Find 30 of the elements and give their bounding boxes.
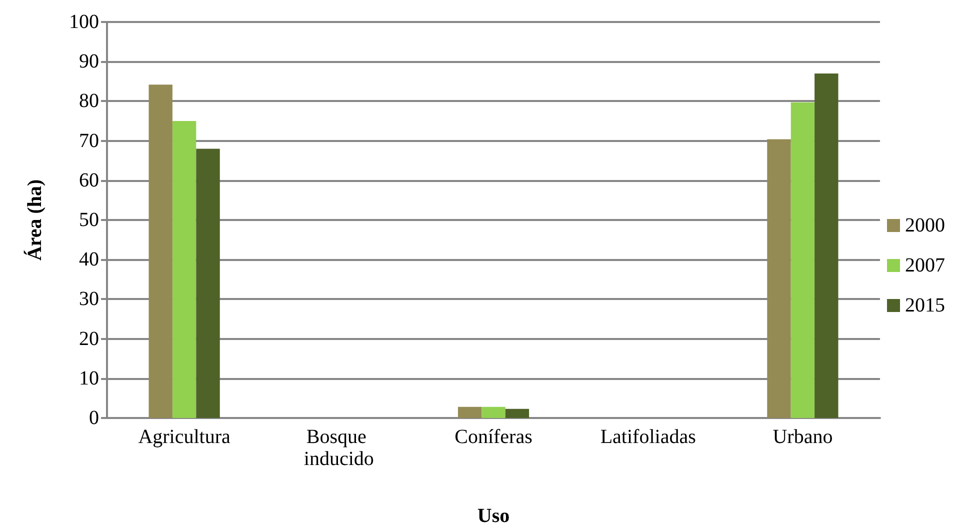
bar xyxy=(458,406,482,418)
x-tick-label: Coníferas xyxy=(454,426,533,448)
x-axis-title: Uso xyxy=(477,505,510,527)
legend-label: 2000 xyxy=(905,214,945,236)
y-tick-label: 100 xyxy=(69,11,99,33)
bar xyxy=(172,121,196,418)
y-tick-label: 50 xyxy=(79,209,99,231)
x-tick-label: Agricultura xyxy=(138,426,231,448)
y-tick-label: 60 xyxy=(79,169,99,192)
y-tick-label: 20 xyxy=(79,328,99,350)
legend-label: 2007 xyxy=(905,254,945,276)
y-tick-label: 0 xyxy=(89,407,99,429)
legend-label: 2015 xyxy=(905,294,945,316)
y-axis-title: Área (ha) xyxy=(23,179,46,261)
x-tick-label: Urbano xyxy=(772,426,833,448)
bar xyxy=(767,139,791,418)
y-tick-label: 30 xyxy=(79,288,99,310)
bar xyxy=(790,102,815,418)
y-tick-label: 40 xyxy=(79,248,99,271)
bar xyxy=(196,148,220,418)
bar xyxy=(482,406,506,418)
y-tick-label: 80 xyxy=(79,90,99,112)
y-tick-label: 90 xyxy=(79,50,99,73)
y-tick-label: 10 xyxy=(79,367,99,390)
x-tick-label: Bosque inducido xyxy=(304,426,374,470)
bar xyxy=(505,408,530,418)
bar xyxy=(814,73,838,418)
y-tick-label: 70 xyxy=(79,130,99,152)
x-tick-label: Latifoliadas xyxy=(600,426,696,448)
bar xyxy=(148,84,172,418)
